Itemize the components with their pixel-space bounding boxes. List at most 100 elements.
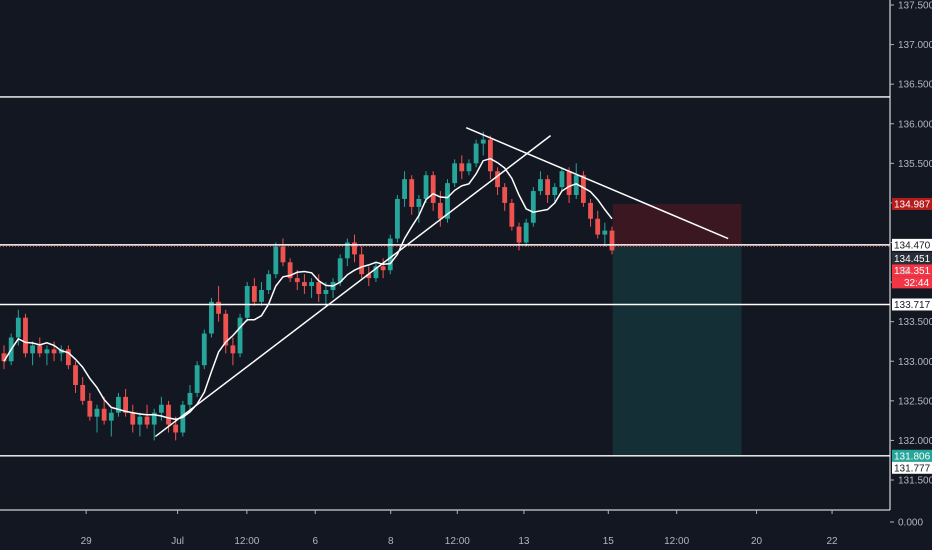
price-tick-label: 132.000: [898, 436, 932, 447]
price-tick-label: 136.000: [898, 119, 932, 130]
candles-series: [1, 131, 615, 441]
price-badge-current: [892, 252, 932, 265]
time-tick-label: 13: [518, 536, 530, 547]
candle-body: [237, 317, 243, 354]
candle-body: [294, 278, 300, 283]
trendline-descending-resistance[interactable]: [465, 127, 729, 240]
candle-body: [30, 345, 36, 354]
candle-body: [323, 290, 329, 294]
candle-body: [416, 198, 422, 207]
candle-body: [87, 400, 93, 417]
candle-body: [23, 317, 28, 354]
position-tool[interactable]: [612, 203, 742, 456]
horizontal-levels[interactable]: [0, 96, 890, 457]
candle-body: [609, 230, 615, 251]
price-badge-last: [892, 264, 932, 277]
price-badge-level_b: [892, 298, 932, 311]
candle-body: [437, 202, 443, 219]
candle-body: [273, 246, 279, 275]
time-tick-label: 22: [826, 536, 838, 547]
candle-body: [166, 404, 171, 425]
candle-body: [151, 412, 157, 425]
candle-body: [573, 175, 579, 195]
candle-body: [80, 385, 86, 401]
candle-body: [395, 198, 400, 239]
candle-body: [409, 179, 415, 207]
price-badge-label: 32:44: [904, 278, 929, 289]
target-zone[interactable]: [612, 246, 742, 456]
candle-body: [180, 404, 186, 433]
candle-body: [602, 230, 608, 235]
candle-body: [230, 345, 236, 354]
candle-body: [523, 222, 529, 243]
candle-body: [223, 313, 229, 346]
candle-body: [359, 254, 365, 275]
candle-body: [545, 179, 551, 195]
candle-body: [37, 345, 43, 354]
candle-body: [173, 424, 179, 433]
candle-body: [309, 282, 314, 287]
candle-body: [366, 274, 372, 279]
candle-body: [488, 139, 493, 172]
price-tick-label: 131.500: [898, 476, 932, 487]
candle-body: [495, 171, 500, 188]
price-badge-target: [892, 449, 932, 462]
candle-body: [137, 416, 143, 425]
price-tick-label: 0.000: [898, 518, 923, 529]
candle-body: [73, 365, 78, 385]
candle-body: [280, 246, 286, 263]
candle-body: [516, 226, 522, 243]
moving-average: [3, 157, 613, 421]
price-badge-label: 133.717: [894, 300, 931, 311]
candle-body: [65, 349, 71, 366]
trendline-ascending-support[interactable]: [154, 135, 552, 438]
price-badge-fragment: 13: [898, 266, 910, 277]
price-badge-target_b: [892, 461, 932, 474]
candle-body: [466, 163, 472, 172]
candle-body: [259, 290, 264, 302]
candle-body: [559, 171, 565, 188]
candle-body: [130, 412, 136, 425]
candle-body: [595, 218, 601, 235]
candle-body: [552, 187, 558, 195]
time-tick-label: 29: [81, 536, 93, 547]
time-tick-label: 15: [603, 536, 615, 547]
candle-body: [302, 282, 307, 287]
candle-body: [530, 191, 536, 223]
candle-body: [430, 175, 436, 203]
price-badge-countdown: [892, 276, 932, 289]
candle-body: [316, 282, 322, 294]
candle-body: [44, 349, 50, 354]
candle-body: [158, 404, 164, 413]
price-tick-label: 137.000: [898, 40, 932, 51]
candle-body: [445, 183, 450, 219]
trendlines[interactable]: [154, 127, 729, 438]
candle-body: [287, 262, 293, 279]
price-tick-label: 133.500: [898, 317, 932, 328]
candle-body: [194, 365, 200, 393]
candle-body: [216, 301, 221, 314]
price-tick-label: 137.500: [898, 1, 932, 12]
price-badge-label: 131.777: [894, 463, 931, 474]
candle-body: [101, 408, 107, 421]
candle-body: [209, 301, 214, 334]
candle-body: [473, 143, 479, 164]
candle-body: [187, 392, 193, 405]
candle-body: [94, 408, 100, 417]
time-axis[interactable]: 29 Jul 12:00 6 8 12:00 13 15 12:00 20 22: [0, 509, 890, 547]
candle-body: [459, 163, 465, 172]
candle-body: [380, 266, 386, 271]
candle-body: [352, 242, 357, 255]
price-badge-label: 134.987: [894, 199, 931, 210]
candle-body: [123, 396, 128, 413]
price-tick-label: 132.500: [898, 396, 932, 407]
stop-zone[interactable]: [612, 203, 742, 247]
candle-body: [144, 416, 150, 425]
candle-body: [201, 333, 207, 366]
candle-body: [344, 242, 350, 259]
candle-body: [566, 171, 572, 195]
candle-body: [588, 202, 593, 219]
time-tick-label: 20: [751, 536, 763, 547]
